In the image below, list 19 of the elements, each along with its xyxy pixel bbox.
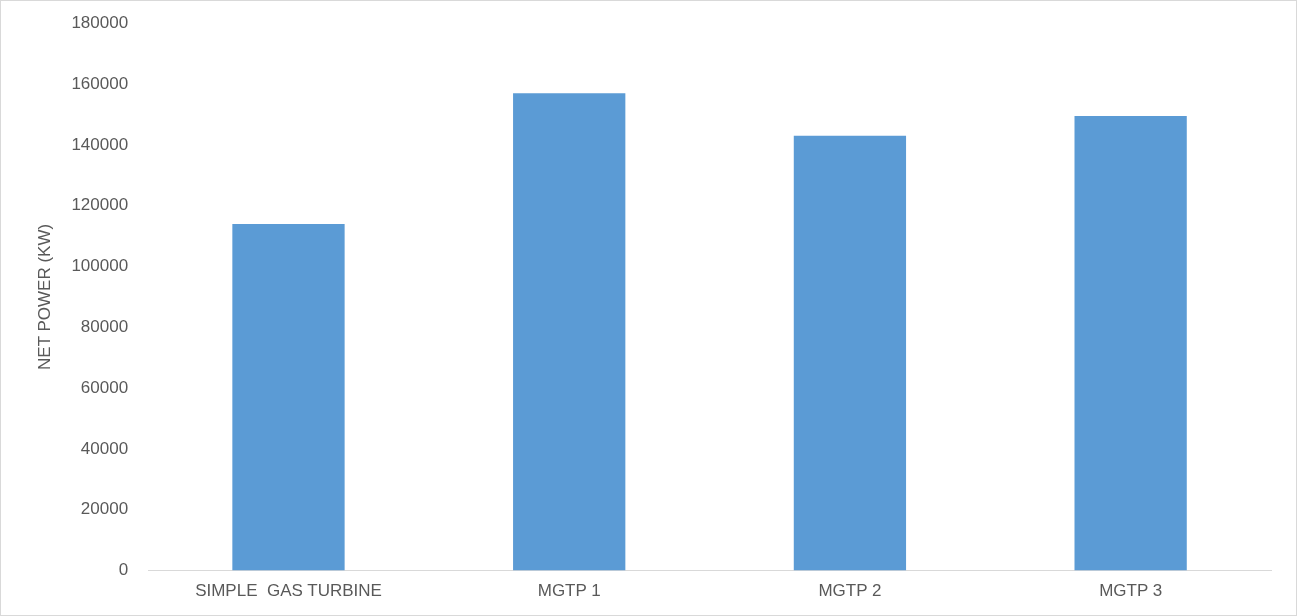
- y-tick-label: 20000: [80, 499, 129, 519]
- y-tick-label: 160000: [71, 73, 129, 93]
- x-tick-label: SIMPLE GAS TURBINE: [195, 581, 382, 601]
- bar: [793, 135, 907, 571]
- y-tick-label: 100000: [71, 256, 129, 276]
- y-tick-label: 40000: [80, 438, 129, 458]
- x-tick-label: MGTP 2: [818, 581, 882, 601]
- bar: [232, 223, 345, 571]
- y-tick-label: 120000: [71, 195, 129, 215]
- x-tick-label: MGTP 1: [537, 581, 601, 601]
- x-tick-label: MGTP 3: [1099, 581, 1163, 601]
- bar: [1074, 115, 1187, 571]
- y-tick-label: 80000: [80, 317, 129, 336]
- y-tick-label: 0: [118, 560, 129, 580]
- y-axis-title: NET POWER (KW): [34, 223, 54, 370]
- y-tick-label: 180000: [71, 12, 129, 32]
- bar: [513, 93, 626, 571]
- y-tick-label: 140000: [71, 134, 129, 154]
- y-tick-label: 60000: [80, 377, 129, 397]
